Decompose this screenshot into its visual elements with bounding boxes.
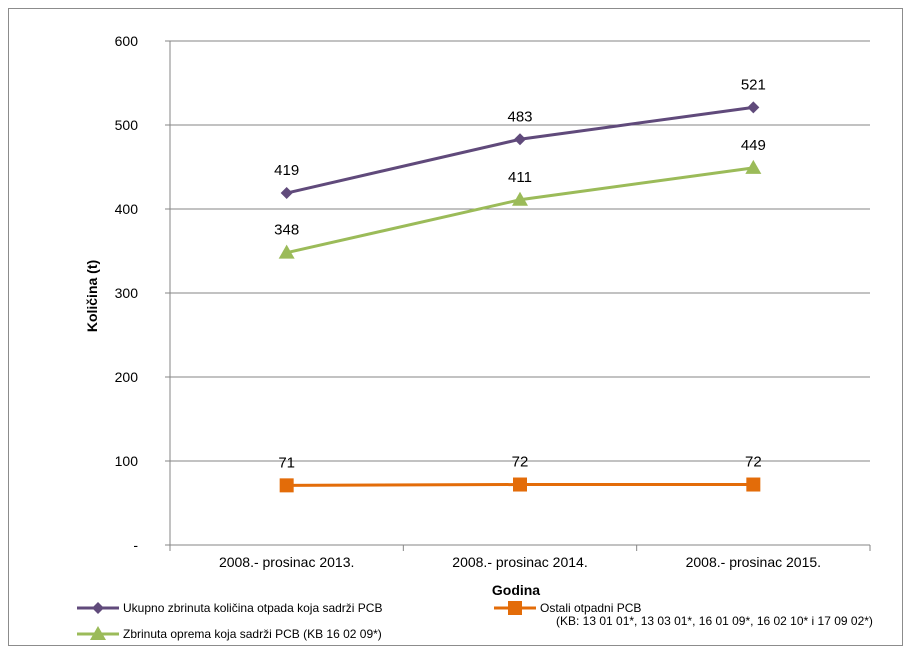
y-tick-label: 200 — [115, 369, 139, 385]
y-tick-labels: - 100 200 300 400 500 600 — [115, 33, 139, 553]
chart-frame — [8, 8, 903, 646]
legend-marker — [92, 602, 104, 614]
y-tick-label: 100 — [115, 453, 139, 469]
data-label: 348 — [274, 222, 299, 239]
legend-marker — [90, 626, 106, 640]
axes — [165, 40, 871, 551]
data-point-marker — [746, 477, 761, 492]
gridlines — [170, 40, 870, 462]
x-axis-title: Godina — [492, 582, 540, 598]
data-point-marker — [280, 187, 293, 200]
x-tick-labels: 2008.- prosinac 2013. 2008.- prosinac 201… — [219, 554, 821, 570]
data-point-marker — [513, 477, 527, 492]
data-point-marker — [514, 133, 526, 146]
data-point-marker — [512, 191, 528, 206]
legend-label: Zbrinuta oprema koja sadrži PCB (KB 16 0… — [123, 627, 382, 641]
data-point-marker — [278, 244, 295, 259]
x-tick-label: 2008.- prosinac 2015. — [686, 554, 821, 570]
legend-item: Ukupno zbrinuta količina otpada koja sad… — [77, 601, 382, 615]
y-axis-title: Količina (t) — [84, 260, 100, 332]
data-label: 71 — [278, 454, 295, 471]
y-tick-label: 600 — [115, 33, 139, 49]
y-tick-label: 300 — [115, 285, 139, 301]
data-label: 449 — [741, 137, 766, 154]
y-tick-label: - — [133, 537, 138, 553]
legend-label: Ostali otpadni PCB — [540, 601, 641, 615]
legend-item: Ostali otpadni PCB(KB: 13 01 01*, 13 03 … — [494, 601, 873, 628]
legend-item: Zbrinuta oprema koja sadrži PCB (KB 16 0… — [77, 626, 382, 641]
legend-marker — [508, 601, 522, 615]
data-label: 419 — [274, 162, 299, 179]
legend-label: Ukupno zbrinuta količina otpada koja sad… — [123, 601, 382, 615]
data-point-marker — [279, 478, 294, 493]
data-point-marker — [745, 159, 762, 174]
y-tick-label: 500 — [115, 117, 139, 133]
data-label: 411 — [508, 169, 532, 186]
x-tick-label: 2008.- prosinac 2013. — [219, 554, 354, 570]
y-tick-label: 400 — [115, 201, 139, 217]
legend: Ukupno zbrinuta količina otpada koja sad… — [77, 601, 873, 641]
data-label: 521 — [741, 76, 766, 93]
data-label: 483 — [507, 108, 532, 125]
data-label: 72 — [512, 454, 529, 471]
data-point-marker — [747, 101, 760, 114]
data-label: 72 — [745, 454, 762, 471]
series-layer — [278, 101, 762, 493]
x-tick-label: 2008.- prosinac 2014. — [452, 554, 587, 570]
data-labels: 419 483 521 348 411 449 71 72 72 — [274, 76, 766, 471]
legend-label-line2: (KB: 13 01 01*, 13 03 01*, 16 01 09*, 16… — [556, 614, 873, 628]
